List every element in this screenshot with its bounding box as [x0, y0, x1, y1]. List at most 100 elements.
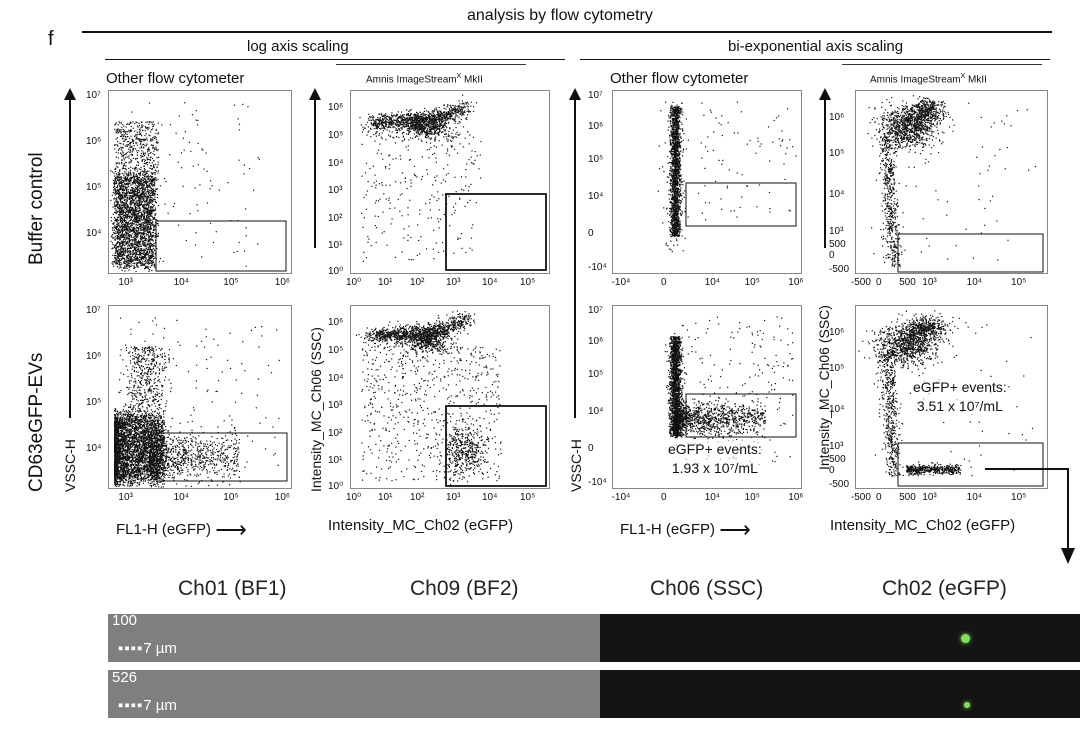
event-cloud	[657, 101, 689, 253]
y-tick-label: -10⁴	[588, 263, 607, 273]
y-tick-label: 10¹	[328, 456, 342, 466]
scatter-svg	[355, 310, 547, 487]
x-axis-title-fl1-biexp: FL1-H (eGFP) ⟶	[620, 517, 751, 543]
plot-log-amnis-buffer	[350, 90, 550, 274]
y-tick-label: 10⁵	[829, 364, 844, 374]
y-tick-label: 10⁶	[328, 318, 343, 328]
x-tick-label: 10⁵	[745, 493, 760, 503]
y-axis-arrow-log-amnis	[309, 88, 321, 248]
y-tick-label: 10⁶	[328, 103, 343, 113]
x-tick-label: 0	[876, 493, 882, 503]
x-axis-title-fl1-log: FL1-H (eGFP) ⟶	[116, 517, 247, 543]
cell-id-1: 100	[112, 612, 137, 629]
y-tick-label: 10⁰	[328, 267, 343, 277]
y-axis-arrow-biexp-other	[569, 88, 581, 418]
cell-id-2: 526	[112, 669, 137, 686]
event-cloud	[117, 346, 175, 478]
event-cloud	[900, 95, 955, 128]
y-tick-label: 10⁵	[328, 131, 343, 141]
x-tick-label: 0	[876, 278, 882, 288]
event-cloud	[875, 351, 904, 477]
x-tick-label: 10⁴	[967, 278, 982, 288]
y-axis-title-vssc-log: VSSC-H	[62, 439, 78, 492]
y-axis-arrow-biexp-amnis	[819, 88, 831, 248]
y-tick-label: 10⁵	[588, 369, 603, 380]
y-tick-label: -500	[829, 265, 849, 275]
events-label-amnis: eGFP+ events: 3.51 x 10⁷/mL	[913, 378, 1007, 416]
instrument-label-amnis-log: Amnis ImageStreamX MkII	[366, 73, 483, 85]
gate-rectangle	[445, 193, 547, 271]
cell-strip-brightfield-2	[108, 670, 600, 718]
x-tick-label: 10³	[922, 493, 936, 503]
y-tick-label: 10⁵	[86, 182, 101, 193]
gfp-spot-1	[961, 634, 970, 643]
cell-strip-darkfield-2	[600, 670, 1080, 718]
x-tick-label: 10²	[410, 278, 424, 288]
event-cloud	[675, 391, 767, 446]
y-axis-title-ssc-log: Intensity_MC_Ch06 (SSC)	[308, 327, 324, 492]
gfp-spot-2	[964, 702, 970, 708]
x-tick-label: 10⁵	[223, 493, 238, 503]
instrument-label-other-log: Other flow cytometer	[106, 70, 244, 87]
y-tick-label: 10⁴	[328, 158, 343, 169]
y-tick-label: 10⁷	[588, 90, 603, 101]
x-tick-label: 500	[899, 278, 916, 288]
event-cloud	[361, 131, 482, 262]
panel-letter: f	[48, 28, 54, 51]
gate-rectangle	[685, 393, 797, 438]
event-cloud	[871, 102, 1036, 261]
x-tick-label: 500	[899, 493, 916, 503]
y-tick-label: 10⁴	[829, 404, 844, 415]
scatter-svg	[359, 94, 547, 271]
y-tick-label: 10³	[829, 441, 843, 452]
scatter-svg	[114, 317, 288, 488]
event-cloud	[666, 106, 684, 238]
gate-rectangle	[897, 442, 1044, 487]
y-tick-label: 10²	[328, 213, 342, 224]
y-tick-label: 0	[588, 443, 594, 454]
x-tick-label: 10⁵	[1011, 278, 1026, 288]
channel-header-bf1: Ch01 (BF1)	[178, 577, 287, 601]
y-tick-label: 10²	[328, 428, 342, 439]
event-cloud	[355, 310, 476, 348]
scatter-svg	[110, 102, 287, 273]
x-tick-label: 10⁰	[346, 493, 361, 503]
x-tick-label: 10⁴	[967, 493, 982, 503]
x-tick-label: 10⁵	[1011, 493, 1026, 503]
x-tick-label: 10³	[922, 278, 936, 288]
y-tick-label: 10³	[829, 226, 843, 237]
scatter-svg	[657, 101, 797, 253]
x-tick-label: 0	[661, 278, 667, 288]
event-cloud	[906, 461, 962, 477]
y-tick-label: 10⁵	[86, 397, 101, 408]
amnis-log-rule	[336, 64, 526, 65]
y-tick-label: 10⁶	[588, 121, 603, 132]
y-tick-label: -500	[829, 480, 849, 490]
x-tick-label: 10⁵	[520, 493, 535, 503]
plot-log-other-cd63	[108, 305, 292, 489]
log-scaling-heading: log axis scaling	[247, 38, 349, 55]
y-tick-label: 10⁴	[829, 189, 844, 200]
x-tick-label: 10⁵	[520, 278, 535, 288]
y-tick-label: 10⁴	[86, 228, 101, 239]
x-tick-label: 10⁴	[174, 278, 189, 288]
gate-rectangle	[156, 432, 288, 482]
y-axis-title-vssc-biexp: VSSC-H	[568, 439, 584, 492]
scatter-svg	[867, 95, 1044, 273]
y-tick-label: 10¹	[328, 241, 342, 251]
x-tick-label: 10³	[118, 278, 132, 288]
x-tick-label: 10⁶	[788, 278, 803, 288]
event-cloud	[110, 169, 160, 273]
y-tick-label: 500	[829, 239, 846, 250]
event-cloud	[120, 102, 260, 268]
x-tick-label: 10²	[410, 493, 424, 503]
x-tick-label: 10¹	[378, 493, 392, 503]
y-tick-label: 10³	[328, 186, 342, 196]
x-tick-label: -10⁴	[612, 278, 631, 288]
scatter-svg	[858, 310, 1044, 487]
x-tick-label: 10⁵	[745, 278, 760, 288]
row-label-cd63: CD63eGFP-EVs	[26, 353, 48, 492]
biexp-scaling-heading: bi-exponential axis scaling	[728, 38, 903, 55]
event-cloud	[149, 417, 241, 488]
gate-rectangle	[445, 405, 547, 487]
